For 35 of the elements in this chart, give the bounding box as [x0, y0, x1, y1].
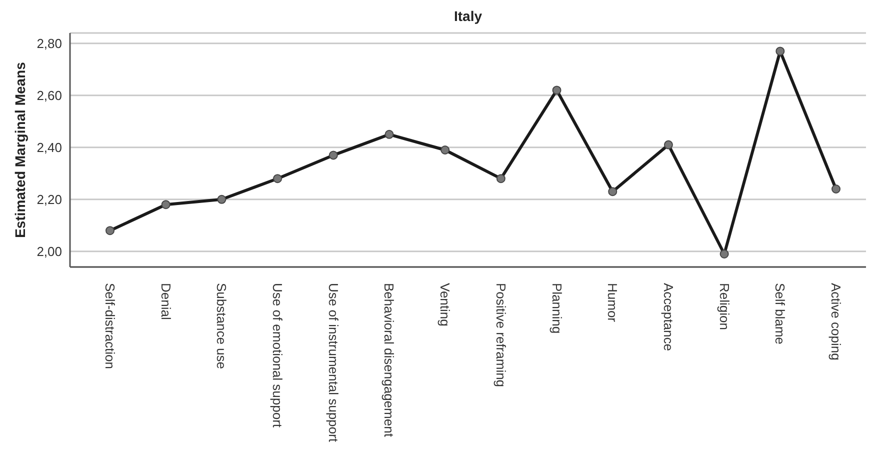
point: [106, 226, 114, 236]
x-tick-label: Use of emotional support: [270, 283, 286, 428]
y-axis-title: Estimated Marginal Means: [12, 62, 28, 238]
x-tick-label: Active coping: [828, 283, 844, 360]
x-tick-label: Self blame: [772, 283, 788, 344]
y-tick-label: 2,80: [36, 36, 62, 52]
x-tick-label: Positive reframing: [493, 283, 508, 388]
x-tick-label: Humor: [605, 283, 620, 323]
chart-title: Italy: [452, 8, 483, 24]
y-tick-label: 2,60: [36, 88, 62, 104]
x-tick-label: Use of instrumental support: [326, 283, 341, 442]
point: [440, 146, 450, 154]
point: [664, 140, 673, 150]
point: [328, 150, 338, 160]
point: [384, 130, 394, 139]
x-tick-label: Substance use: [214, 283, 230, 370]
x-tick-label: Behavioral disengagement: [382, 283, 397, 438]
x-tick-label: Acceptance: [660, 283, 676, 351]
point: [776, 46, 785, 56]
point: [273, 174, 282, 184]
point: [496, 174, 506, 184]
x-tick-label: Religion: [716, 283, 732, 330]
point: [161, 200, 170, 210]
x-tick-label: Venting: [438, 283, 453, 326]
point: [720, 250, 729, 258]
y-tick-label: 2,00: [36, 244, 62, 260]
x-tick-label: Denial: [158, 283, 174, 320]
x-tick-label: Self-distraction: [102, 283, 118, 369]
point: [608, 187, 618, 196]
y-tick-label: 2,40: [36, 140, 62, 156]
point: [217, 194, 226, 204]
y-tick-label: 2,20: [36, 192, 62, 208]
point: [552, 86, 562, 95]
x-tick-label: Planning: [549, 283, 564, 334]
point: [832, 184, 840, 194]
